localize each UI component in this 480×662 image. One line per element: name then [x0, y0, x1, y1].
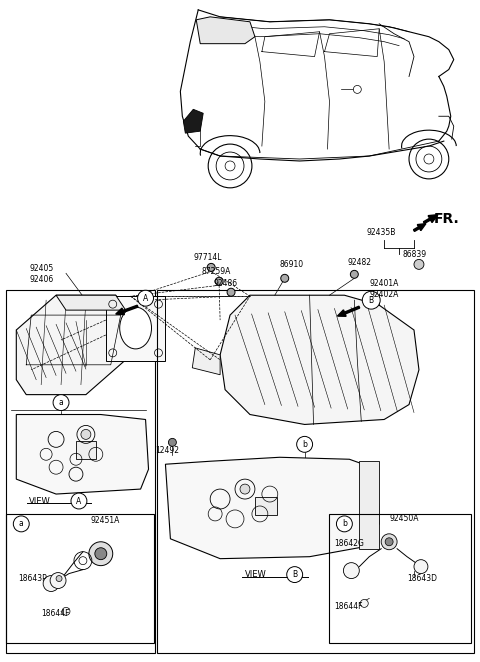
Bar [329, 514, 471, 643]
Text: 92401A: 92401A [369, 279, 398, 288]
Circle shape [343, 563, 360, 579]
Text: B: B [292, 570, 297, 579]
Text: 18642G: 18642G [335, 540, 364, 548]
FancyArrow shape [337, 307, 360, 316]
Bar [106, 296, 166, 361]
Text: 92402A: 92402A [369, 290, 398, 299]
Polygon shape [166, 457, 379, 559]
Circle shape [414, 559, 428, 573]
Bar [6, 290, 156, 653]
Circle shape [56, 575, 62, 581]
Circle shape [240, 484, 250, 494]
Circle shape [207, 263, 215, 271]
Bar [157, 290, 474, 653]
FancyArrow shape [413, 224, 426, 232]
Text: VIEW: VIEW [245, 570, 267, 579]
Circle shape [81, 430, 91, 440]
Circle shape [297, 436, 312, 452]
Circle shape [95, 547, 107, 559]
Text: b: b [342, 520, 347, 528]
Text: 18644F: 18644F [41, 609, 70, 618]
Text: a: a [59, 398, 63, 407]
Circle shape [43, 575, 59, 591]
Text: A: A [76, 496, 82, 506]
Bar [6, 514, 154, 643]
Circle shape [62, 608, 70, 616]
Text: 18644F: 18644F [335, 602, 363, 611]
Bar [360, 461, 379, 549]
Text: 18643D: 18643D [407, 574, 437, 583]
Bar [76, 442, 96, 459]
Text: 92451A: 92451A [91, 516, 120, 526]
Ellipse shape [120, 307, 152, 349]
Text: b: b [302, 440, 307, 449]
Text: 92405: 92405 [29, 264, 53, 273]
FancyArrow shape [116, 305, 138, 314]
Circle shape [71, 493, 87, 509]
Circle shape [360, 599, 368, 608]
Bar [255, 497, 277, 515]
Text: B: B [369, 296, 374, 305]
Circle shape [362, 291, 380, 309]
Circle shape [414, 260, 424, 269]
Circle shape [281, 274, 288, 282]
Text: 86839: 86839 [402, 250, 426, 259]
Text: VIEW: VIEW [29, 496, 51, 506]
Text: a: a [19, 520, 24, 528]
Circle shape [353, 85, 361, 93]
Polygon shape [192, 348, 220, 375]
Polygon shape [16, 295, 126, 395]
Text: 92450A: 92450A [389, 514, 419, 524]
Circle shape [168, 438, 176, 446]
Circle shape [215, 277, 223, 285]
Circle shape [227, 288, 235, 296]
Text: 86910: 86910 [280, 260, 304, 269]
Polygon shape [16, 414, 148, 494]
Text: A: A [143, 294, 148, 303]
Text: 92406: 92406 [29, 275, 53, 284]
FancyArrow shape [423, 214, 438, 224]
Text: 92486: 92486 [213, 279, 237, 288]
Circle shape [385, 538, 393, 545]
Circle shape [89, 542, 113, 565]
Polygon shape [196, 17, 255, 44]
Text: 97714L: 97714L [193, 253, 222, 262]
Text: 87259A: 87259A [201, 267, 230, 276]
Circle shape [381, 534, 397, 549]
Polygon shape [56, 295, 126, 310]
Circle shape [53, 395, 69, 410]
Polygon shape [220, 295, 419, 424]
Polygon shape [183, 109, 203, 133]
Text: 92482: 92482 [348, 258, 372, 267]
Circle shape [350, 270, 358, 278]
Circle shape [50, 573, 66, 589]
Text: 12492: 12492 [156, 446, 180, 455]
Circle shape [287, 567, 302, 583]
Circle shape [13, 516, 29, 532]
Circle shape [138, 290, 154, 306]
Circle shape [336, 516, 352, 532]
Text: FR.: FR. [434, 212, 460, 226]
Text: 92435B: 92435B [366, 228, 396, 237]
Text: 18643P: 18643P [18, 574, 47, 583]
